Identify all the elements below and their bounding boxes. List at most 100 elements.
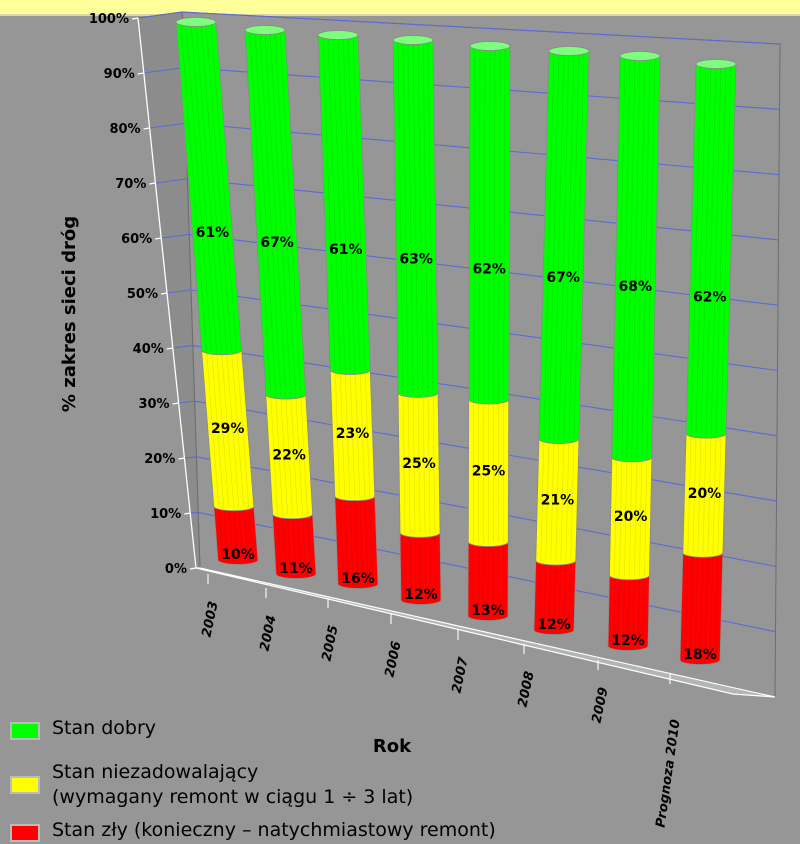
bar-shade [432, 393, 436, 534]
data-label: 20% [614, 509, 648, 525]
legend-swatch [10, 722, 40, 740]
y-tick-label: 20% [144, 452, 175, 467]
data-label: 68% [619, 279, 653, 295]
bar-shade [422, 393, 426, 534]
bar-shade [417, 40, 424, 394]
bar-shade [477, 400, 480, 543]
bar-shade [709, 553, 714, 662]
bar-shade [402, 393, 406, 534]
bar-shade [482, 400, 485, 543]
bar-shade [364, 497, 369, 586]
bar-shade [412, 393, 416, 534]
bar-top-cap [548, 46, 590, 56]
bar-shade [195, 22, 222, 352]
top-banner-border [0, 14, 800, 16]
bar-shade [492, 400, 495, 543]
y-axis-title: % zakres sieci dróg [59, 216, 80, 412]
legend-label: Stan zły (konieczny – natychmiastowy rem… [52, 819, 496, 841]
bar-shade [264, 30, 287, 396]
bar-shade [710, 64, 722, 435]
bar-shade [502, 400, 505, 543]
bar-shade [478, 46, 481, 401]
y-tick-mark [166, 347, 173, 350]
x-axis-title: Rok [373, 736, 412, 757]
bar-shade [720, 64, 732, 435]
y-tick-label: 60% [121, 232, 152, 247]
bar-shade [558, 51, 570, 440]
bar-shade [700, 64, 712, 435]
data-label: 20% [688, 486, 722, 502]
bar-shade [563, 561, 567, 632]
bar-shade [568, 51, 580, 440]
gridline [190, 511, 776, 633]
bar-shade [327, 35, 341, 371]
bar-shade [414, 533, 417, 602]
bar-shade [538, 561, 542, 632]
bar-shade [404, 533, 407, 602]
bar-shade [621, 56, 631, 459]
bar-shade [419, 533, 422, 602]
bar-shade [290, 395, 298, 516]
bar-shade [473, 46, 476, 401]
bar-shade [684, 553, 689, 662]
y-tick-mark [149, 182, 156, 185]
bar-shade [409, 533, 412, 602]
bar-shade [553, 51, 565, 440]
bar-shade [269, 30, 292, 396]
data-label: 18% [683, 647, 717, 663]
bar-shade [233, 507, 239, 562]
data-label: 62% [693, 289, 727, 305]
bar-top-cap [244, 25, 286, 35]
bar-shade [369, 497, 374, 586]
bar-shade [570, 439, 575, 562]
bar-shade [223, 507, 229, 562]
bar-top-cap [317, 30, 359, 40]
bar-shade [238, 507, 244, 562]
data-label: 67% [260, 235, 294, 251]
y-tick-mark [131, 17, 139, 20]
legend-label: Stan niezadowalający [52, 761, 259, 783]
legend-label: (wymagany remont w ciągu 1 ÷ 3 lat) [52, 786, 414, 808]
bar-shade [694, 553, 699, 662]
x-tick-label: 2003 [199, 600, 221, 639]
legend-label: Stan dobry [52, 717, 157, 739]
bar-shade [634, 458, 638, 577]
bar-shade [297, 515, 302, 576]
bar-shade [397, 40, 404, 394]
bar-shade [563, 51, 575, 440]
gridline [184, 456, 777, 567]
y-tick-label: 0% [165, 562, 187, 577]
data-label: 62% [472, 261, 506, 277]
gridline [166, 289, 778, 372]
bar-shade [322, 35, 336, 371]
y-tick-label: 30% [138, 397, 169, 412]
bar-shade [540, 439, 545, 562]
bar-shade [705, 64, 717, 435]
bar-shade [487, 400, 490, 543]
y-tick-label: 50% [127, 287, 158, 302]
data-label: 16% [341, 571, 375, 587]
bar-shade [687, 434, 692, 554]
bar-shade [548, 561, 552, 632]
data-label: 10% [221, 547, 255, 563]
data-label: 12% [537, 617, 571, 633]
data-label: 23% [336, 426, 370, 442]
bar-shade [543, 51, 555, 440]
bar-shade [364, 370, 371, 498]
bar-shade [560, 439, 565, 562]
bar-shade [218, 507, 224, 562]
bar-shade [332, 35, 346, 371]
y-tick-mark [143, 127, 150, 130]
data-label: 11% [279, 561, 313, 577]
bar-shade [637, 576, 640, 648]
gridline [178, 400, 777, 502]
y-tick-mark [172, 402, 179, 405]
bar-shade [210, 22, 237, 352]
bar-shade [565, 439, 570, 562]
bar-shade [236, 351, 250, 508]
y-tick-label: 100% [89, 12, 129, 27]
bar-shade [422, 40, 429, 394]
bar-shade [349, 497, 354, 586]
x-tick-label: 2007 [449, 655, 471, 694]
bar-shade [555, 439, 560, 562]
